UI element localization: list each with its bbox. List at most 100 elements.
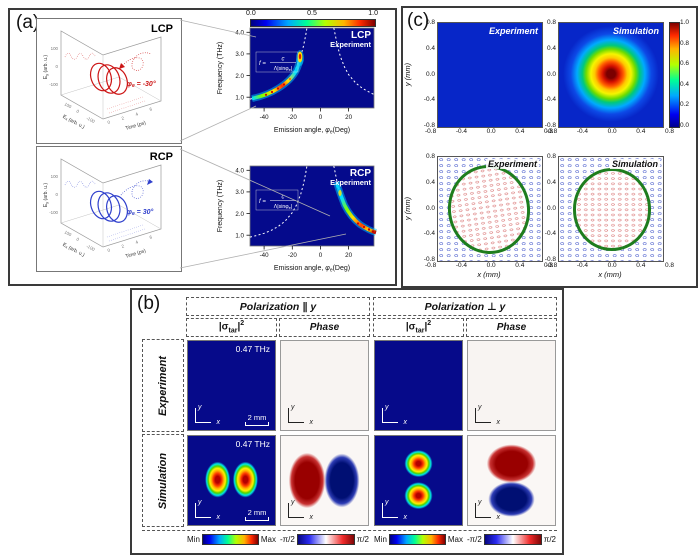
svg-text:-20: -20: [288, 114, 298, 121]
header-phase-parallel: Phase: [279, 318, 370, 337]
jet-colorbar: [388, 534, 446, 545]
beam-outline-ellipse: [442, 160, 537, 260]
svg-text:100: 100: [51, 46, 59, 51]
quiver-exp-yticks: 0.8 0.4 0.0 -0.4 -0.8: [423, 153, 435, 263]
y-axis-label: Frequency (THz): [217, 42, 224, 95]
jet-colorbar: [201, 534, 259, 545]
polarization-map-simulation: Simulation: [558, 156, 664, 262]
svg-text:-100: -100: [86, 243, 97, 252]
svg-text:4: 4: [135, 239, 139, 245]
polarization-map-experiment: Experiment: [437, 156, 543, 262]
map-title: Simulation: [612, 26, 659, 36]
svg-text:2.0: 2.0: [235, 211, 244, 218]
quiver-title: Simulation: [609, 159, 660, 169]
svg-text:4: 4: [135, 111, 139, 117]
amplitude-colorbar-perpendicular: Min Max: [374, 534, 463, 545]
svg-text:-40: -40: [260, 252, 270, 259]
lcp-3d-plot: 100 0 -100 100 0 -100 0 2 4 6 Ey (arb. u…: [36, 18, 182, 144]
map-exp-xticks: -0.8 -0.4 0.0 0.4 0.8: [425, 128, 553, 135]
svg-text:2: 2: [121, 115, 125, 121]
svg-text:0: 0: [107, 119, 111, 125]
ey-axis-label: Ey (arb. u.): [43, 183, 49, 207]
phase-colorbar-parallel: -π/2 π/2: [280, 534, 369, 545]
scale-bar: 2 mm: [245, 413, 269, 426]
header-sigma-perpendicular: |σtar|2: [373, 318, 464, 337]
scale-bar: 2 mm: [245, 508, 269, 521]
spectro-title: LCP: [351, 30, 371, 41]
svg-text:6: 6: [149, 106, 153, 112]
y-axis-label-bottom: y (mm): [403, 196, 413, 220]
lcp-spectrogram: f = c Λ|sinφe| LCP Experiment 4.0 3.0 2.…: [217, 27, 375, 135]
svg-text:1.0: 1.0: [235, 232, 244, 239]
panel-b-label: (b): [137, 293, 161, 314]
row-label-experiment: Experiment: [142, 339, 184, 432]
quiver-title: Experiment: [485, 159, 539, 169]
amplitude-colorbar-parallel: Min Max: [187, 534, 276, 545]
rcp-3d-plot: 100 0 -100 100 0 -100 0 2 4 6 Ey (arb. u…: [36, 146, 182, 272]
spectro-subtitle: Experiment: [330, 178, 371, 187]
intensity-map-experiment: Experiment: [437, 22, 543, 128]
panel-a: (a) 100 0 -100 100 0 -100 0 2 4 6 Ey (ar…: [8, 8, 397, 286]
svg-text:0: 0: [319, 114, 323, 121]
panel-a-label: (a): [16, 12, 40, 33]
colorbar-separator: [142, 530, 557, 531]
svg-text:0: 0: [56, 64, 59, 69]
rcp-spectrogram: f = c Λ|sinφe| RCP Experiment 4.0 3.0 2.…: [217, 165, 378, 273]
quiver-exp-xticks: -0.8 -0.4 0.0 0.4 0.8: [425, 262, 553, 269]
svg-text:0: 0: [76, 108, 81, 114]
time-axis-label: Time (ps): [125, 248, 147, 260]
spectro-colorbar-ticks: 0.0 0.5 1.0: [246, 10, 378, 17]
quiver-sim-xlabel: x (mm): [598, 270, 622, 279]
row-label-simulation: Simulation: [142, 434, 184, 527]
svg-text:100: 100: [64, 229, 73, 237]
helix-arrow: [147, 179, 153, 185]
svg-text:3.0: 3.0: [235, 51, 244, 58]
3d-ticks: 100 0 -100 100 0 -100 0 2 4 6: [49, 174, 153, 253]
quiver-exp-xlabel: x (mm): [477, 270, 501, 279]
spectro-title: RCP: [350, 168, 371, 179]
header-sigma-parallel: |σtar|2: [186, 318, 277, 337]
svg-text:-100: -100: [49, 210, 58, 215]
svg-text:2.0: 2.0: [235, 73, 244, 80]
quiver-sim-xticks: -0.8 -0.4 0.0 0.4 0.8: [546, 262, 674, 269]
svg-text:4.0: 4.0: [235, 30, 244, 37]
rcp-3d-svg: 100 0 -100 100 0 -100 0 2 4 6 Ey (arb. u…: [43, 151, 173, 260]
panel-c-colorbar-ticks: 1.0 0.8 0.6 0.4 0.2 0.0: [680, 19, 690, 129]
map-title: Experiment: [488, 26, 538, 36]
svg-text:100: 100: [51, 174, 59, 179]
rcp-title: RCP: [150, 151, 173, 163]
y-axis-label: Frequency (THz): [217, 180, 224, 233]
svg-text:0: 0: [76, 236, 81, 242]
svg-text:20: 20: [345, 114, 352, 121]
svg-text:20: 20: [345, 252, 352, 259]
bwr-colorbar: [296, 534, 355, 545]
map-exp-yticks: 0.8 0.4 0.0 -0.4 -0.8: [423, 19, 435, 129]
rcp-helix: [64, 180, 152, 242]
svg-text:0: 0: [56, 192, 59, 197]
svg-text:-40: -40: [260, 114, 270, 121]
time-axis-label: Time (ps): [125, 120, 147, 132]
phase-colorbar-perpendicular: -π/2 π/2: [467, 534, 556, 545]
svg-text:Λ|sinφe|: Λ|sinφe|: [274, 204, 292, 210]
svg-text:c: c: [282, 195, 285, 201]
svg-text:6: 6: [149, 234, 153, 240]
svg-text:2: 2: [121, 243, 125, 249]
svg-text:-100: -100: [86, 115, 97, 124]
svg-text:0: 0: [319, 252, 323, 259]
svg-text:-20: -20: [288, 252, 298, 259]
map-sim-xticks: -0.8 -0.4 0.0 0.4 0.8: [546, 128, 674, 135]
beam-outline-ellipse: [572, 168, 652, 252]
col-group-perpendicular: Polarization ⊥ y: [373, 297, 557, 316]
svg-text:4.0: 4.0: [235, 168, 244, 175]
y-axis-label-top: y (mm): [403, 62, 413, 86]
header-phase-perpendicular: Phase: [466, 318, 557, 337]
